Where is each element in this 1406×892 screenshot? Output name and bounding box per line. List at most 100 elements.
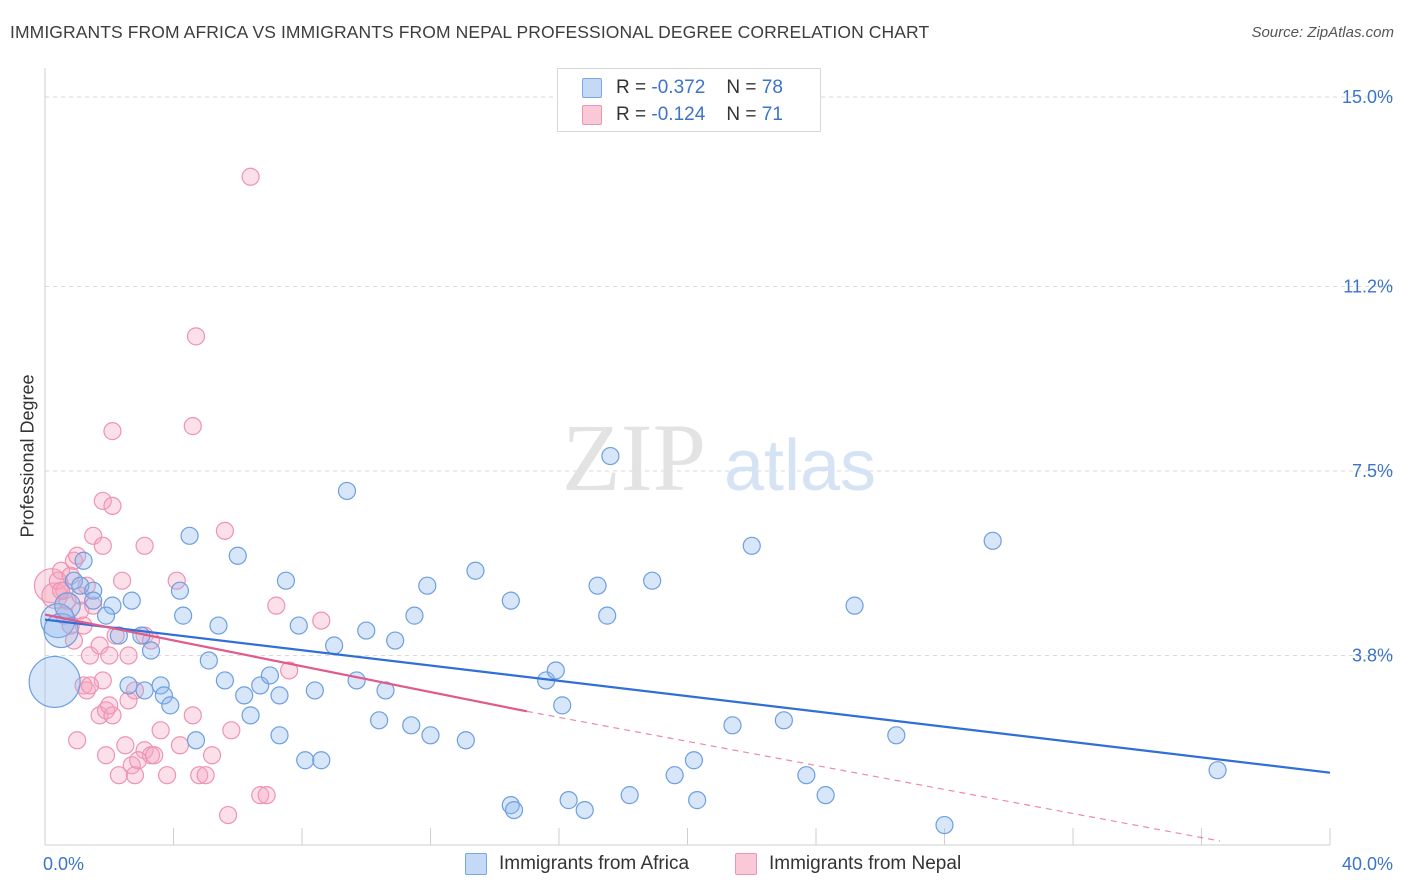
nepal-point: [84, 596, 103, 615]
africa-point: [456, 731, 475, 750]
africa-point: [466, 561, 485, 580]
nepal-point: [202, 746, 222, 765]
africa-point: [54, 592, 81, 619]
africa-series: [28, 446, 1227, 835]
nepal-point: [135, 536, 154, 555]
nepal-point: [84, 526, 103, 545]
nepal-point: [96, 746, 116, 765]
legend-swatch-nepal: [582, 105, 602, 125]
africa-point: [122, 591, 141, 610]
nepal-point: [103, 422, 122, 441]
nepal-point: [119, 691, 138, 710]
nepal-point: [100, 696, 119, 715]
africa-point: [84, 581, 103, 600]
africa-trend-line: [44, 618, 1331, 774]
africa-point: [96, 606, 116, 625]
africa-point: [402, 716, 421, 735]
africa-point: [553, 696, 572, 715]
correlation-legend: R = -0.372 N = 78 R = -0.124 N = 71: [557, 68, 821, 132]
africa-point: [84, 591, 103, 610]
nepal-point: [219, 805, 238, 825]
axes: [44, 68, 1331, 846]
africa-point: [209, 616, 228, 635]
legend-n-label: N =: [726, 77, 757, 98]
nepal-trend-extension: [526, 710, 1221, 842]
nepal-point: [61, 566, 80, 585]
y-tick-label: 11.2%: [1343, 276, 1393, 296]
nepal-point: [183, 706, 202, 725]
africa-point: [347, 671, 366, 690]
africa-point: [688, 791, 707, 810]
africa-point: [935, 815, 954, 835]
nepal-point: [222, 721, 241, 740]
legend-n-label: N =: [726, 104, 757, 125]
africa-point: [141, 641, 161, 660]
nepal-point: [170, 736, 190, 755]
africa-point: [546, 661, 565, 680]
africa-point: [774, 711, 793, 730]
africa-point: [215, 671, 234, 690]
nepal-point: [167, 571, 186, 590]
africa-point: [74, 551, 93, 570]
trend-lines: [44, 613, 1331, 842]
nepal-point: [112, 571, 132, 590]
nepal-point: [109, 766, 128, 785]
africa-point: [337, 481, 357, 501]
nepal-point: [119, 646, 138, 665]
legend-n-value: 71: [761, 104, 783, 125]
africa-point: [289, 616, 308, 635]
legend-swatch-africa: [582, 78, 602, 98]
africa-point: [241, 706, 260, 725]
africa-point: [1208, 761, 1227, 780]
africa-point: [174, 606, 193, 625]
legend-r-value: -0.372: [651, 77, 706, 98]
africa-point: [228, 546, 247, 565]
africa-point: [723, 716, 742, 735]
africa-point: [251, 676, 270, 695]
nepal-point: [280, 661, 299, 680]
legend-r-value: -0.124: [651, 104, 706, 125]
x-tick-label: 40.0%: [1342, 854, 1393, 874]
africa-point: [797, 766, 816, 785]
africa-point: [559, 791, 578, 810]
africa-point: [418, 576, 437, 595]
africa-point: [575, 800, 594, 820]
africa-point: [983, 531, 1002, 550]
africa-point: [103, 596, 122, 615]
nepal-point: [103, 706, 122, 725]
nepal-point: [196, 766, 215, 785]
africa-point: [601, 446, 620, 466]
africa-point: [260, 666, 279, 685]
africa-point: [154, 686, 173, 705]
africa-point: [386, 631, 405, 650]
y-tick-label: 7.5%: [1352, 461, 1393, 481]
nepal-point: [51, 561, 71, 580]
nepal-point: [251, 786, 270, 805]
africa-point: [28, 655, 81, 709]
africa-point: [296, 751, 315, 770]
africa-point: [421, 726, 440, 745]
africa-point: [643, 571, 662, 590]
africa-point: [325, 636, 344, 655]
watermark-zip: ZIP: [562, 404, 706, 511]
nepal-series: [33, 167, 331, 825]
y-tick-label: 3.8%: [1352, 646, 1393, 666]
nepal-point: [129, 751, 148, 770]
africa-point: [180, 526, 199, 545]
nepal-point: [125, 766, 145, 785]
africa-point: [135, 681, 154, 700]
africa-point: [370, 711, 389, 730]
africa-point: [119, 676, 138, 695]
nepal-point: [68, 731, 87, 750]
nepal-point: [90, 636, 109, 655]
nepal-point: [93, 491, 112, 511]
nepal-point: [215, 521, 234, 540]
africa-point: [887, 726, 906, 745]
africa-point: [270, 726, 289, 745]
nepal-point: [186, 327, 206, 346]
africa-point: [186, 731, 206, 750]
nepal-point: [241, 167, 260, 186]
chart-title: IMMIGRANTS FROM AFRICA VS IMMIGRANTS FRO…: [10, 22, 930, 42]
africa-point: [684, 751, 704, 770]
